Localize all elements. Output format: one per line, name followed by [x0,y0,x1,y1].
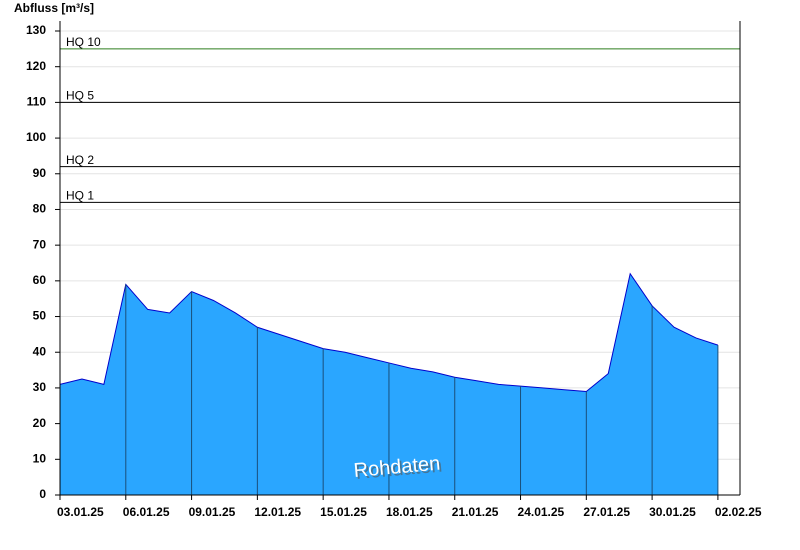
x-tick-label: 06.01.25 [123,505,170,519]
x-tick-label: 30.01.25 [649,505,696,519]
y-tick-label: 80 [33,202,47,216]
x-tick-label: 03.01.25 [57,505,104,519]
x-tick-label: 21.01.25 [452,505,499,519]
x-tick-label: 12.01.25 [254,505,301,519]
x-tick-label: 02.02.25 [715,505,762,519]
y-tick-label: 20 [33,416,47,430]
y-tick-label: 50 [33,309,47,323]
y-axis-title: Abfluss [m³/s] [14,1,94,15]
y-tick-label: 120 [26,59,46,73]
x-tick-label: 15.01.25 [320,505,367,519]
y-tick-label: 30 [33,380,47,394]
x-tick-label: 24.01.25 [518,505,565,519]
y-tick-label: 110 [27,95,47,109]
y-tick-label: 40 [33,344,47,358]
y-tick-label: 90 [33,166,47,180]
y-tick-label: 70 [33,237,47,251]
area-line [59,272,719,393]
x-tick-label: 18.01.25 [386,505,433,519]
y-tick-label: 130 [26,23,46,37]
x-tick-label: 27.01.25 [583,505,630,519]
threshold-label: HQ 1 [66,188,94,202]
x-tick-label: 09.01.25 [189,505,236,519]
threshold-label: HQ 5 [66,89,94,103]
y-tick-label: 60 [33,273,47,287]
threshold-label: HQ 2 [66,153,94,167]
y-tick-label: 0 [39,487,46,501]
y-tick-label: 10 [33,451,47,465]
y-tick-label: 100 [26,130,46,144]
threshold-label: HQ 10 [66,35,101,49]
